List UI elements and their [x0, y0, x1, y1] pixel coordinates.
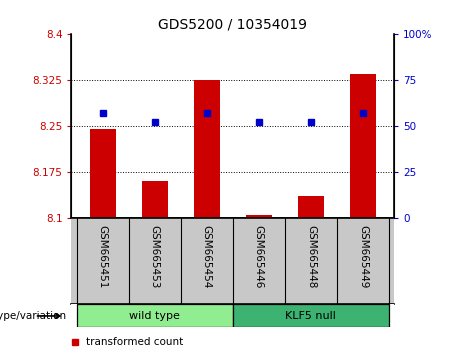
- Bar: [142, 181, 168, 218]
- Bar: [246, 215, 272, 218]
- Text: KLF5 null: KLF5 null: [285, 311, 337, 321]
- Text: wild type: wild type: [129, 311, 180, 321]
- Text: GSM665451: GSM665451: [98, 225, 108, 288]
- Bar: [77, 304, 233, 327]
- Bar: [350, 74, 376, 218]
- Bar: [298, 196, 324, 218]
- Bar: [194, 80, 220, 218]
- Bar: [90, 129, 116, 218]
- Bar: [233, 304, 389, 327]
- Text: transformed count: transformed count: [86, 337, 183, 348]
- Text: GSM665454: GSM665454: [202, 225, 212, 288]
- Text: GSM665446: GSM665446: [254, 225, 264, 288]
- Text: genotype/variation: genotype/variation: [0, 311, 67, 321]
- Text: GSM665448: GSM665448: [306, 225, 316, 288]
- Text: GSM665449: GSM665449: [358, 225, 368, 288]
- Title: GDS5200 / 10354019: GDS5200 / 10354019: [158, 17, 307, 31]
- Text: GSM665453: GSM665453: [150, 225, 160, 288]
